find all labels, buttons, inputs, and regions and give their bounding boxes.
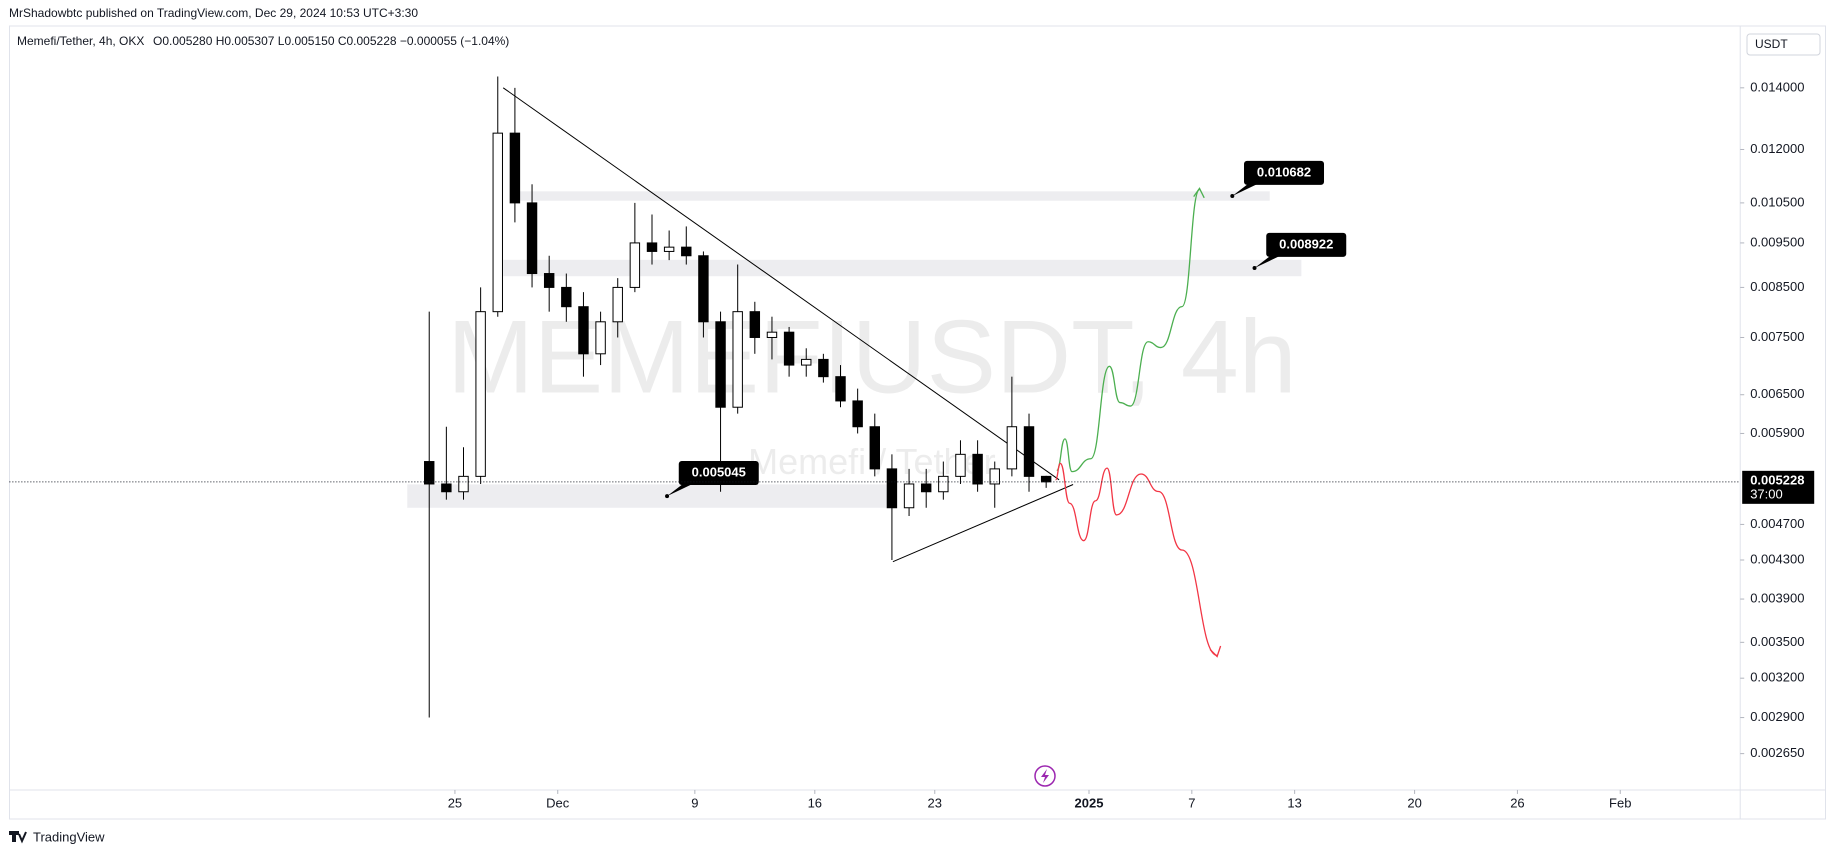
tradingview-logo (9, 831, 27, 844)
plot-layer: 0.014000 0.012000 0.010500 0.009500 0.008500… (9, 25, 1826, 820)
candle-body (543, 273, 555, 288)
bullish-projection (1056, 188, 1201, 473)
x-tick-label: 2025 (1075, 795, 1104, 810)
candle-body (938, 475, 949, 493)
bar-countdown: 37:00 (1750, 486, 1783, 501)
current-price-label: 0.005228 (1750, 472, 1804, 487)
y-tick-label: 0.009500 (1750, 234, 1804, 249)
level-zone (407, 484, 890, 508)
candle-body (715, 321, 726, 408)
callout-box (1266, 232, 1347, 257)
candle-body (1023, 426, 1035, 477)
y-tick-label: 0.003500 (1750, 634, 1804, 649)
candle-body (475, 311, 486, 477)
candle-body (749, 311, 761, 338)
current-price-badge (1742, 470, 1815, 504)
candle-body (458, 475, 469, 493)
candle-body (629, 242, 641, 288)
candle-body (492, 132, 503, 313)
y-tick-label: 0.010500 (1750, 194, 1804, 209)
candle-body (955, 453, 966, 477)
candle-body (561, 286, 572, 308)
y-tick-label: 0.004700 (1750, 516, 1804, 531)
candle-body (783, 331, 795, 366)
callout-box (678, 460, 759, 485)
y-tick-label: 0.002900 (1750, 709, 1804, 724)
y-tick-label: 0.002650 (1750, 745, 1804, 760)
candle-body (869, 426, 880, 470)
candle-body (509, 132, 521, 204)
candle-body (441, 483, 452, 493)
x-tick-label: Feb (1609, 795, 1631, 810)
trendline-ascending (892, 484, 1074, 563)
trendline-descending (502, 87, 1060, 481)
candle-body (989, 468, 1000, 485)
candle-body (663, 246, 675, 252)
x-tick-label: 23 (928, 795, 942, 810)
publisher-header: MrShadowbtc published on TradingView.com… (9, 6, 418, 20)
candle-body (698, 255, 709, 323)
candle-body (920, 483, 932, 493)
y-tick-label: 0.006500 (1750, 386, 1804, 401)
currency-button-label[interactable]: USDT (1755, 37, 1788, 51)
candle-body (1040, 475, 1052, 483)
candle-body (595, 321, 606, 355)
bearish-projection (1054, 462, 1218, 657)
y-tick-label: 0.004300 (1750, 551, 1804, 566)
candle-body (732, 311, 743, 408)
candle-body (612, 286, 623, 323)
candle-body (578, 306, 589, 355)
x-tick-label: 7 (1188, 795, 1195, 810)
level-label: 0.010682 (1257, 164, 1311, 179)
candle-body (835, 376, 846, 402)
candle-body (972, 453, 983, 485)
candle-body (818, 358, 829, 378)
candle-body (1006, 426, 1018, 470)
level-zone (514, 191, 1270, 201)
x-tick-label: 13 (1287, 795, 1301, 810)
candle-body (646, 242, 658, 252)
x-tick-label: 16 (808, 795, 822, 810)
candle-body (766, 331, 778, 338)
callout-box (1244, 160, 1325, 185)
x-tick-label: 26 (1510, 795, 1524, 810)
footer-brand: TradingView (33, 829, 105, 844)
y-tick-label: 0.014000 (1750, 79, 1804, 94)
y-tick-label: 0.007500 (1750, 329, 1804, 344)
x-tick-label: 25 (448, 795, 462, 810)
candle-body (886, 468, 898, 509)
ohlc-legend: O0.005280 H0.005307 L0.005150 C0.005228 … (153, 34, 509, 48)
callout-pointer (1232, 180, 1265, 197)
level-label: 0.005045 (692, 464, 746, 479)
symbol-title: Memefi/Tether, 4h, OKX (17, 34, 144, 48)
candle-body (526, 202, 538, 275)
y-tick-label: 0.012000 (1750, 141, 1804, 156)
bullish-arrow (1193, 187, 1205, 199)
logo-mark (9, 831, 27, 844)
y-tick-label: 0.003900 (1750, 590, 1804, 605)
x-tick-label: 9 (691, 795, 698, 810)
event-icon-bolt (1041, 769, 1049, 783)
watermark: MEMEFIUSDT, 4h (447, 300, 1296, 416)
candle-body (852, 400, 863, 428)
event-icon[interactable] (1034, 765, 1056, 787)
x-tick-label: 20 (1407, 795, 1421, 810)
level-zone (503, 259, 1302, 277)
candle-body (681, 246, 692, 257)
level-label: 0.008922 (1279, 236, 1333, 251)
currency-button[interactable] (1746, 33, 1821, 56)
y-tick-label: 0.008500 (1750, 279, 1804, 294)
y-tick-label: 0.005900 (1750, 425, 1804, 440)
y-tick-label: 0.003200 (1750, 670, 1804, 685)
bearish-arrow (1209, 645, 1222, 658)
chart-frame (9, 25, 1826, 820)
candle-body (424, 461, 435, 485)
x-tick-label: Dec (546, 795, 570, 810)
candle-body (903, 483, 915, 509)
candle-body (801, 358, 812, 366)
